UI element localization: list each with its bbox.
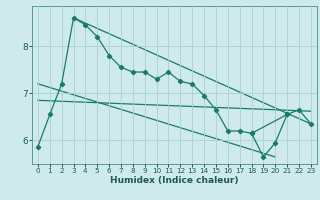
X-axis label: Humidex (Indice chaleur): Humidex (Indice chaleur) (110, 176, 239, 185)
